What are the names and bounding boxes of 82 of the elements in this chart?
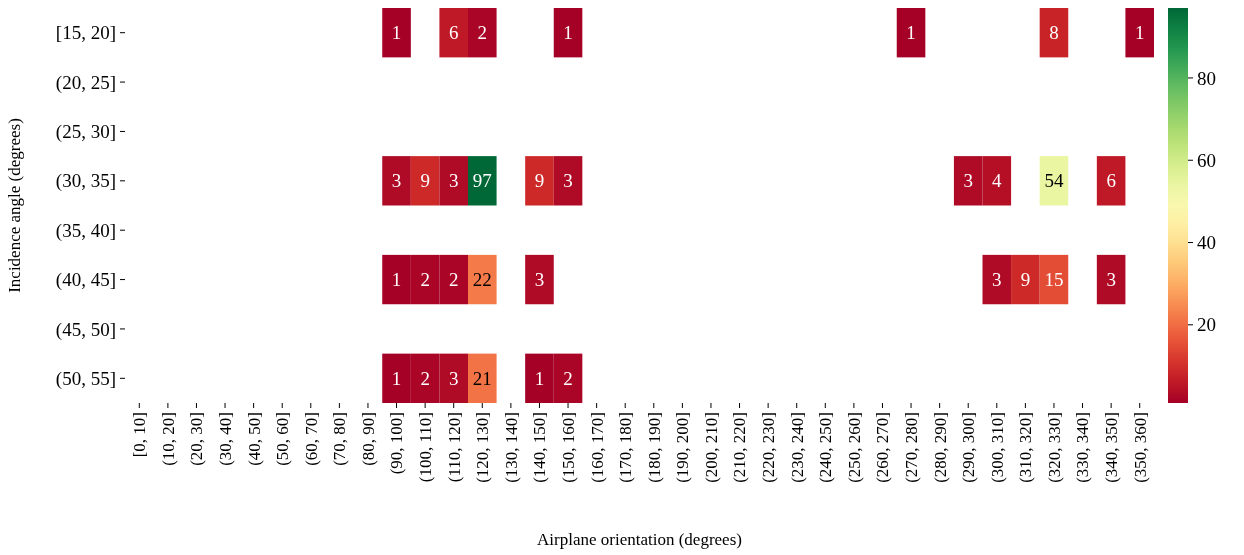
y-axis-title: Incidence angle (degrees) — [5, 118, 24, 293]
x-axis-title: Airplane orientation (degrees) — [537, 530, 742, 549]
x-tick-label: (300, 310] — [987, 412, 1007, 483]
y-tick-label: (45, 50] — [55, 318, 116, 341]
data-label: 21 — [472, 367, 492, 389]
x-tick-label: (70, 80] — [330, 412, 350, 466]
x-tick-label: (340, 350] — [1102, 412, 1122, 483]
x-tick-label: (290, 300] — [959, 412, 979, 483]
data-label: 3 — [1106, 269, 1116, 291]
data-label: 1 — [391, 367, 402, 389]
y-tick-label: (20, 25] — [55, 71, 116, 94]
x-tick-label: (180, 190] — [644, 412, 664, 483]
data-label: 1 — [1134, 22, 1145, 44]
data-label: 3 — [391, 170, 402, 192]
y-tick-label: (25, 30] — [55, 121, 116, 144]
x-tick-label: (170, 180] — [616, 412, 636, 483]
data-label: 2 — [448, 269, 459, 291]
data-label: 1 — [391, 22, 402, 44]
x-tick-label: (60, 70] — [301, 412, 321, 466]
x-tick-label: (160, 170] — [587, 412, 607, 483]
data-label: 8 — [1049, 22, 1059, 44]
y-tick-label: [15, 20] — [55, 22, 116, 44]
data-label: 1 — [391, 269, 402, 291]
x-tick-label: (120, 130] — [473, 412, 493, 483]
x-tick-label: (210, 220] — [730, 412, 750, 483]
color-bar-label: 80 — [1197, 67, 1216, 89]
x-tick-label: (20, 30] — [187, 412, 207, 466]
data-label: 2 — [420, 367, 430, 389]
x-tick-label: (310, 320] — [1016, 412, 1036, 483]
x-tick-label: (330, 340] — [1073, 412, 1093, 483]
data-label: 4 — [992, 170, 1003, 192]
data-label: 2 — [477, 22, 488, 44]
data-label: 1 — [563, 22, 573, 44]
data-label: 1 — [906, 22, 916, 44]
x-tick-label: (10, 20] — [158, 412, 178, 466]
x-tick-label: (50, 60] — [273, 412, 293, 466]
data-label: 3 — [448, 367, 459, 389]
data-label: 3 — [534, 269, 545, 291]
data-label: 3 — [563, 170, 573, 192]
data-label: 97 — [472, 170, 492, 192]
data-label: 2 — [563, 367, 573, 389]
x-tick-label: (350, 360] — [1130, 412, 1150, 483]
data-label: 3 — [992, 269, 1002, 291]
data-label: 6 — [1106, 170, 1116, 192]
y-tick-label: (30, 35] — [55, 170, 116, 193]
x-tick-label: (200, 210] — [701, 412, 721, 483]
x-tick-label: (140, 150] — [530, 412, 550, 483]
data-label: 3 — [963, 170, 973, 192]
color-bar-label: 40 — [1197, 232, 1216, 254]
x-tick-label: (90, 100] — [387, 412, 407, 475]
color-bar-label: 60 — [1197, 149, 1216, 171]
x-tick-label: (260, 270] — [873, 412, 893, 483]
x-tick-label: (80, 90] — [358, 412, 378, 466]
data-label: 22 — [472, 269, 492, 291]
color-bar-label: 20 — [1197, 314, 1216, 336]
x-tick-label: (190, 200] — [673, 412, 693, 483]
x-tick-label: (230, 240] — [787, 412, 807, 483]
x-tick-label: [0, 10] — [130, 412, 150, 458]
x-tick-label: (320, 330] — [1044, 412, 1064, 483]
data-label: 9 — [420, 170, 430, 192]
data-label: 3 — [448, 170, 459, 192]
data-label: 54 — [1044, 170, 1064, 192]
y-tick-label: (40, 45] — [55, 269, 116, 292]
x-tick-label: (150, 160] — [558, 412, 578, 483]
x-tick-label: (270, 280] — [901, 412, 921, 483]
x-tick-label: (220, 230] — [759, 412, 779, 483]
y-tick-label: (50, 55] — [55, 367, 116, 390]
x-tick-label: (100, 110] — [416, 412, 436, 483]
x-tick-label: (240, 250] — [816, 412, 836, 483]
x-tick-label: (130, 140] — [501, 412, 521, 483]
y-tick-label: (35, 40] — [55, 219, 116, 242]
data-label: 15 — [1044, 269, 1064, 291]
x-tick-label: (280, 290] — [930, 412, 950, 483]
x-tick-label: (250, 260] — [844, 412, 864, 483]
x-tick-label: (40, 50] — [244, 412, 264, 466]
x-tick-label: (30, 40] — [215, 412, 235, 466]
x-tick-label: (110, 120] — [444, 412, 464, 483]
data-label: 6 — [448, 22, 459, 44]
data-label: 1 — [534, 367, 545, 389]
data-label: 9 — [1020, 269, 1031, 291]
data-label: 9 — [534, 170, 545, 192]
data-label: 2 — [420, 269, 430, 291]
